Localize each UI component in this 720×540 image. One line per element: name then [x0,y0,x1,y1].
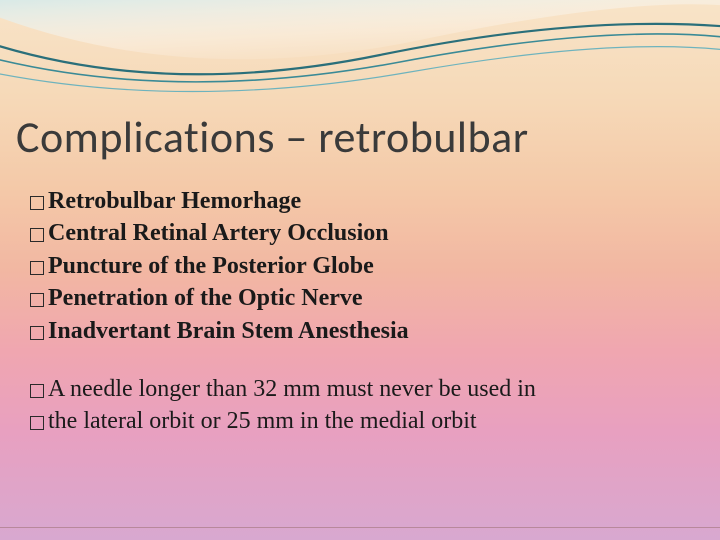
slide: Complications – retrobulbar Retrobulbar … [0,0,720,540]
swoosh-decoration [0,0,720,120]
bullet-item: A needle longer than 32 mm must never be… [30,373,690,405]
bullet-item: Penetration of the Optic Nerve [30,282,690,314]
bullet-text: Inadvertant Brain Stem Anesthesia [48,315,409,347]
bullet-text: Retrobulbar Hemorhage [48,185,301,217]
bullet-box-icon [30,293,44,307]
bullet-text: Central Retinal Artery Occlusion [48,217,389,249]
slide-body: Retrobulbar Hemorhage Central Retinal Ar… [30,185,690,438]
bullet-item: the lateral orbit or 25 mm in the medial… [30,405,690,437]
spacer [30,347,690,373]
slide-title: Complications – retrobulbar [16,110,529,164]
bullet-text: A needle longer than 32 mm must never be… [48,373,536,405]
bullet-item: Retrobulbar Hemorhage [30,185,690,217]
bullet-box-icon [30,384,44,398]
bullet-box-icon [30,326,44,340]
bullet-text: Penetration of the Optic Nerve [48,282,363,314]
bullet-box-icon [30,196,44,210]
bullet-item: Inadvertant Brain Stem Anesthesia [30,315,690,347]
bullet-box-icon [30,261,44,275]
bullet-box-icon [30,228,44,242]
bullet-text: Puncture of the Posterior Globe [48,250,374,282]
bullet-item: Puncture of the Posterior Globe [30,250,690,282]
footer-divider [0,527,720,528]
bullet-item: Central Retinal Artery Occlusion [30,217,690,249]
bullet-box-icon [30,416,44,430]
bullet-text: the lateral orbit or 25 mm in the medial… [48,405,477,437]
